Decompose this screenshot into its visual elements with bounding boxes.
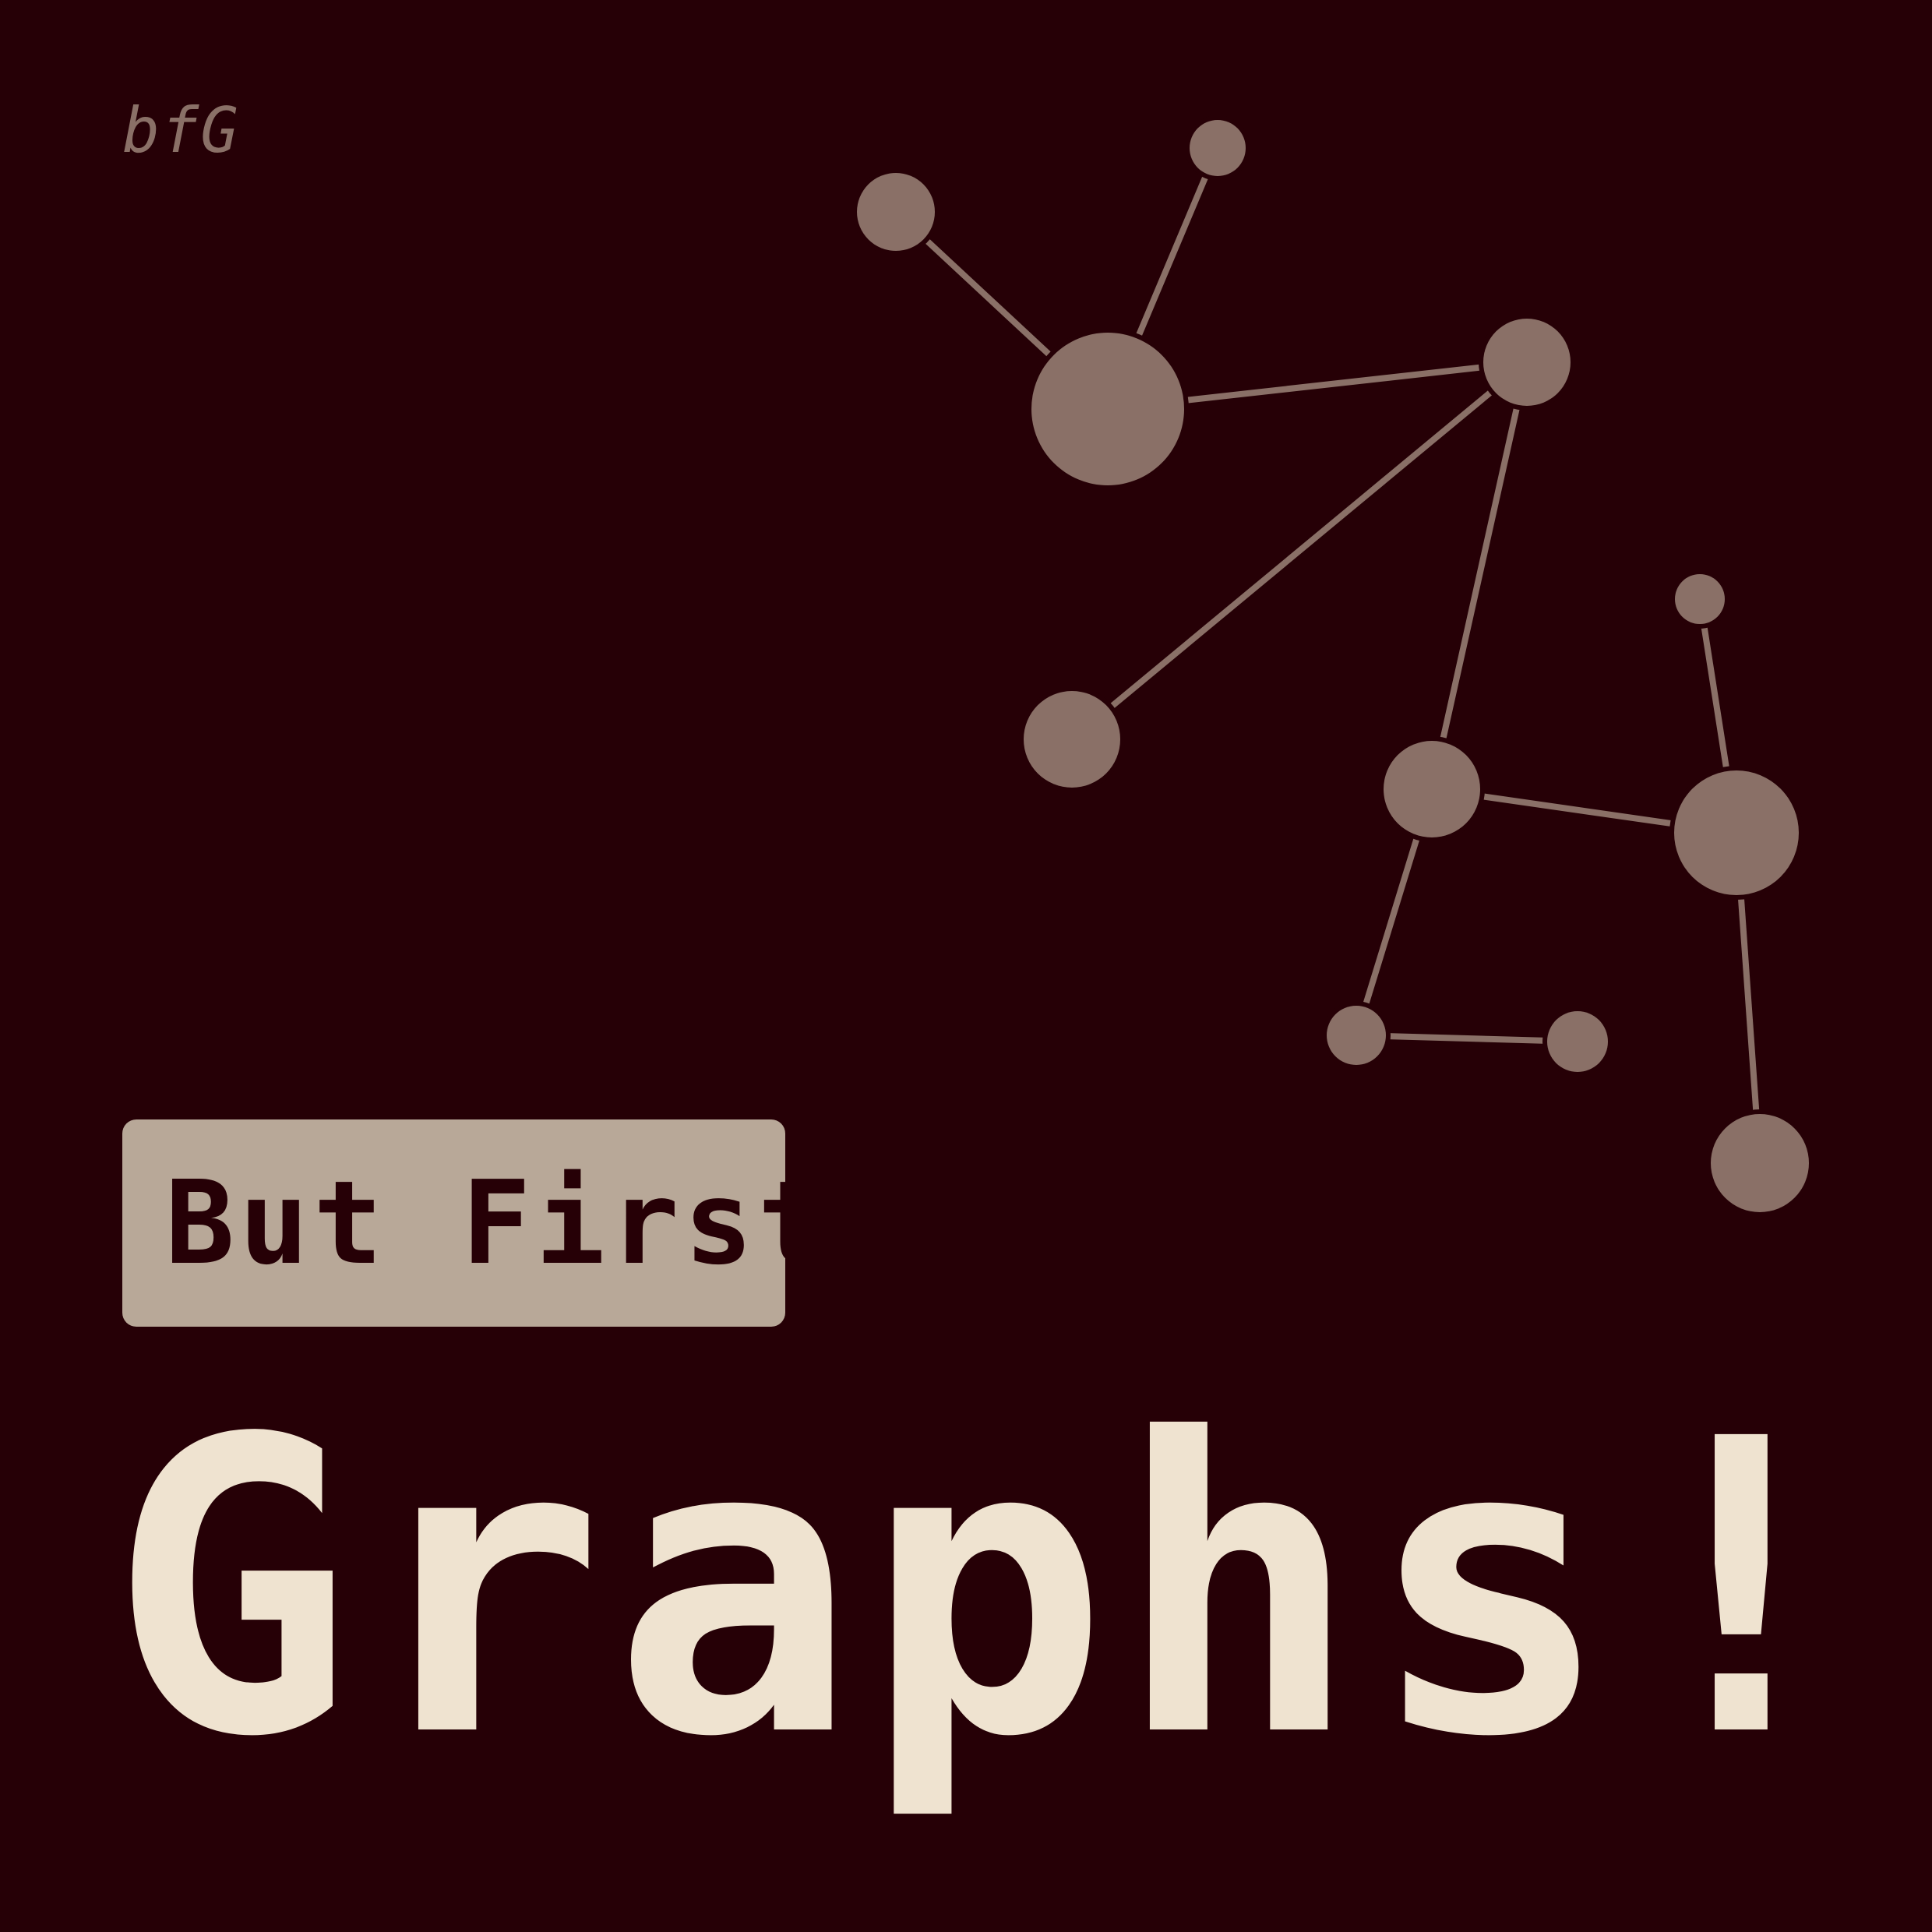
graph-node: [1547, 1011, 1608, 1072]
graph-node: [1384, 741, 1480, 837]
brand-logo: bfG: [122, 94, 240, 167]
graph-node: [1483, 319, 1571, 406]
but-first-badge: But First: [122, 1119, 827, 1327]
graph-node: [1711, 1114, 1809, 1212]
graph-node: [1031, 333, 1184, 485]
graph-edges: [894, 146, 1763, 1164]
graph-edge: [1429, 361, 1530, 790]
graph-node: [1024, 691, 1120, 788]
graph-node: [1190, 120, 1246, 176]
graph-node: [1674, 770, 1799, 895]
graph-edge: [1356, 1032, 1578, 1045]
headline-title: Graphs!: [109, 1353, 1871, 1825]
graph-node: [857, 173, 935, 251]
graph-edge: [1070, 359, 1529, 742]
graph-nodes: [852, 115, 1814, 1217]
graph-node: [1675, 574, 1725, 624]
graph-node: [1327, 1006, 1386, 1065]
badge-label: But First: [165, 1156, 832, 1290]
